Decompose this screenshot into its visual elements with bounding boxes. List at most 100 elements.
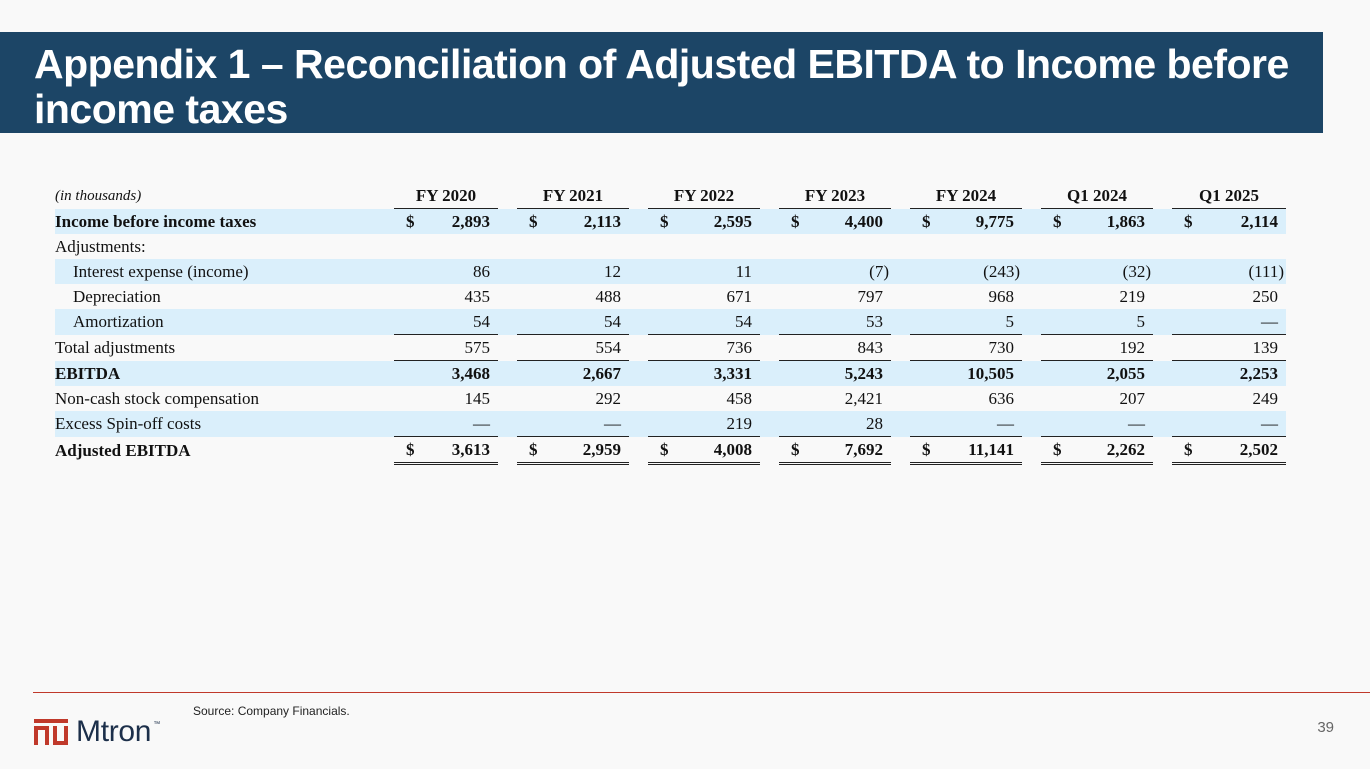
cell-value: 2,959	[582, 439, 621, 459]
cell-value: 9,775	[975, 211, 1014, 231]
table-row: Adjusted EBITDA $3,613 $2,959 $4,008 $7,692 $…	[55, 437, 1286, 465]
cell-value: 11,141	[968, 439, 1014, 459]
cell-value: 53	[866, 311, 883, 331]
cell-value: 435	[464, 286, 491, 306]
cell-value: 5	[1005, 311, 1015, 331]
table-cell: 219	[1041, 284, 1153, 309]
currency-symbol: $	[660, 211, 669, 231]
column-header: Q1 2024	[1041, 183, 1153, 209]
cell-value: 2,114	[1240, 211, 1278, 231]
table-cell: —	[1172, 309, 1286, 335]
currency-symbol: $	[791, 211, 800, 231]
cell-value: 3,468	[451, 363, 490, 383]
table-cell: 250	[1172, 284, 1286, 309]
table-cell: 28	[779, 411, 891, 437]
cell-value: 1,863	[1106, 211, 1145, 231]
table-cell: 636	[910, 386, 1022, 411]
row-label: Income before income taxes	[55, 209, 375, 234]
row-label: EBITDA	[55, 361, 375, 386]
cell-value: —	[1261, 311, 1278, 331]
cell-value: —	[997, 413, 1014, 433]
table-cell: 5	[910, 309, 1022, 335]
table-cell: 86	[394, 259, 498, 284]
column-header: FY 2023	[779, 183, 891, 209]
table-row: Amortization 54 54 54 53 5 5 —	[55, 309, 1286, 335]
currency-symbol: $	[660, 439, 669, 459]
currency-symbol: $	[1053, 439, 1062, 459]
table-cell: (7)	[779, 259, 891, 284]
currency-symbol: $	[922, 211, 931, 231]
currency-symbol: $	[406, 439, 415, 459]
cell-value: 4,008	[713, 439, 752, 459]
table-row: Depreciation 435 488 671 797 968 219 250	[55, 284, 1286, 309]
cell-value: (243)	[983, 261, 1020, 281]
table-cell: 2,421	[779, 386, 891, 411]
currency-symbol: $	[529, 211, 538, 231]
cell-value: 219	[1119, 286, 1146, 306]
cell-value: 11	[735, 261, 752, 281]
table-header-row: (in thousands) FY 2020 FY 2021 FY 2022 F…	[55, 183, 1286, 209]
table-cell: 797	[779, 284, 891, 309]
cell-value: 554	[595, 337, 622, 357]
table-cell: $4,400	[779, 209, 891, 234]
table-cell: $4,008	[648, 437, 760, 465]
table-cell: $9,775	[910, 209, 1022, 234]
source-note: Source: Company Financials.	[193, 704, 350, 718]
table-cell: —	[910, 411, 1022, 437]
table-cell: $2,262	[1041, 437, 1153, 465]
row-label: Depreciation	[73, 286, 161, 306]
table-cell: 554	[517, 335, 629, 361]
table-cell: 2,055	[1041, 361, 1153, 386]
currency-symbol: $	[1184, 211, 1193, 231]
currency-symbol: $	[529, 439, 538, 459]
table-cell: (243)	[910, 259, 1022, 284]
currency-symbol: $	[1053, 211, 1062, 231]
cell-value: 5	[1136, 311, 1146, 331]
column-header: FY 2022	[648, 183, 760, 209]
cell-value: 54	[604, 311, 621, 331]
currency-symbol: $	[922, 439, 931, 459]
table-cell: 207	[1041, 386, 1153, 411]
table-cell: 53	[779, 309, 891, 335]
table-cell: 488	[517, 284, 629, 309]
column-header: FY 2021	[517, 183, 629, 209]
cell-value: 292	[595, 388, 622, 408]
table-cell: 843	[779, 335, 891, 361]
cell-value: 3,613	[451, 439, 490, 459]
cell-value: 488	[595, 286, 622, 306]
table-cell	[910, 234, 1022, 259]
cell-value: 2,253	[1239, 363, 1278, 383]
table-row: Non-cash stock compensation 145 292 458 2,42…	[55, 386, 1286, 411]
cell-value: 2,667	[582, 363, 621, 383]
cell-value: 2,595	[713, 211, 752, 231]
table-cell	[517, 234, 629, 259]
table-cell: —	[1041, 411, 1153, 437]
table-row: Interest expense (income) 86 12 11 (7) (243) (…	[55, 259, 1286, 284]
mtron-logo-icon	[34, 719, 68, 745]
cell-value: 145	[464, 388, 491, 408]
cell-value: 54	[735, 311, 752, 331]
cell-value: 5,243	[844, 363, 883, 383]
table-cell: (111)	[1172, 259, 1286, 284]
table-cell	[779, 234, 891, 259]
table-cell	[1172, 234, 1286, 259]
table-cell: 3,331	[648, 361, 760, 386]
table-cell: $2,502	[1172, 437, 1286, 465]
table-cell: 2,253	[1172, 361, 1286, 386]
cell-value: 10,505	[967, 363, 1014, 383]
cell-value: 54	[473, 311, 490, 331]
table-cell	[648, 234, 760, 259]
page-number: 39	[1317, 719, 1334, 736]
table-cell: 192	[1041, 335, 1153, 361]
table-row: Excess Spin-off costs — — 219 28 — — —	[55, 411, 1286, 437]
cell-value: 3,331	[713, 363, 752, 383]
cell-value: (111)	[1248, 261, 1284, 281]
table-cell: $11,141	[910, 437, 1022, 465]
table-cell: 10,505	[910, 361, 1022, 386]
table-cell: $3,613	[394, 437, 498, 465]
table-row: Total adjustments 575 554 736 843 730 192 139	[55, 335, 1286, 361]
cell-value: 2,262	[1106, 439, 1145, 459]
cell-value: 2,502	[1239, 439, 1278, 459]
currency-symbol: $	[1184, 439, 1193, 459]
cell-value: 730	[988, 337, 1015, 357]
